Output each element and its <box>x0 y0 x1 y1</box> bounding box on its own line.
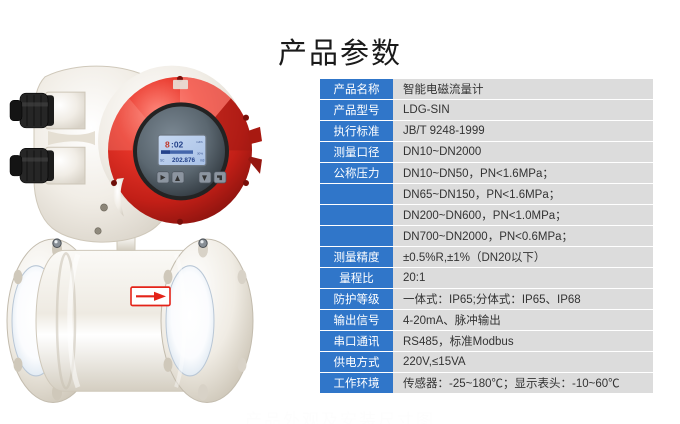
svg-text:m3/h: m3/h <box>196 140 203 144</box>
svg-text:8: 8 <box>165 139 170 149</box>
svg-text::02: :02 <box>171 139 183 149</box>
svg-text:m3: m3 <box>200 159 205 163</box>
svg-text:30%: 30% <box>197 151 203 155</box>
svg-text:SC: SC <box>160 159 165 163</box>
svg-text:202.876: 202.876 <box>172 157 195 164</box>
